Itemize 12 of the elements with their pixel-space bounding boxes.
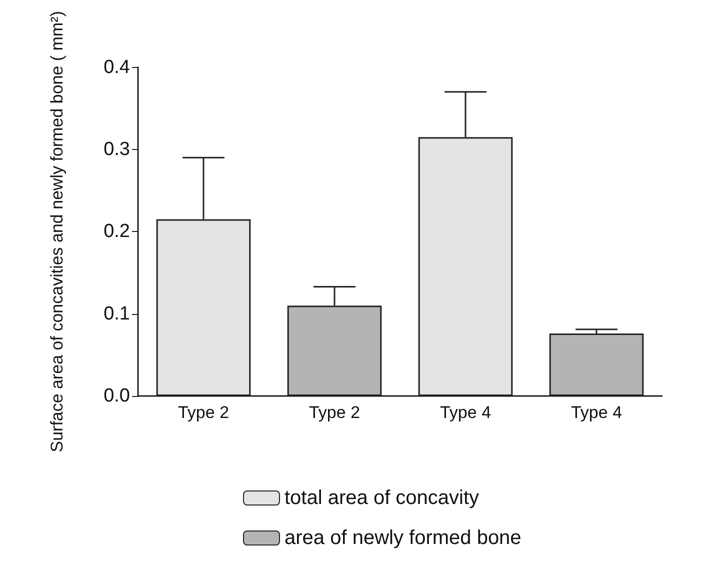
x-tick-label: Type 4 [570, 403, 622, 422]
y-tick-label: 0.3 [104, 138, 130, 160]
legend-label: area of newly formed bone [284, 527, 522, 549]
legend-label: total area of concavity [284, 487, 480, 509]
y-tick-label: 0.0 [104, 386, 130, 406]
y-tick-label: 0.4 [104, 56, 130, 78]
x-tick-label: Type 4 [440, 403, 492, 422]
x-tick-label: Type 2 [308, 403, 360, 422]
y-tick-label: 0.2 [104, 221, 130, 242]
x-tick-label: Type 2 [178, 403, 230, 422]
y-axis-title: Surface area of concavities and newly formed bone ( mm²) [48, 10, 66, 452]
y-tick-label: 0.1 [104, 303, 130, 324]
